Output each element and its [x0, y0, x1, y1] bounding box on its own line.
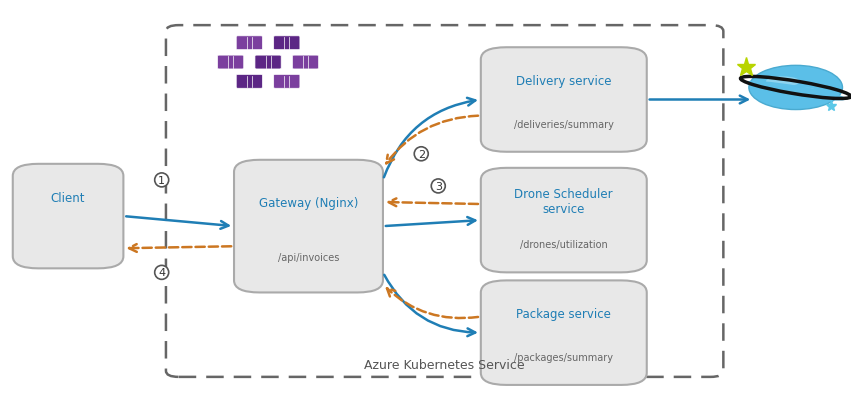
- Circle shape: [749, 66, 842, 110]
- FancyBboxPatch shape: [218, 56, 243, 70]
- Ellipse shape: [766, 77, 800, 87]
- Text: Azure Kubernetes Service: Azure Kubernetes Service: [364, 358, 525, 371]
- Text: /api/invoices: /api/invoices: [277, 252, 340, 262]
- FancyBboxPatch shape: [255, 56, 281, 70]
- Text: Delivery service: Delivery service: [516, 75, 612, 88]
- FancyBboxPatch shape: [481, 168, 647, 273]
- Text: /packages/summary: /packages/summary: [514, 352, 614, 362]
- Text: Drone Scheduler
service: Drone Scheduler service: [515, 188, 613, 216]
- Text: 2: 2: [418, 150, 425, 159]
- Ellipse shape: [745, 81, 847, 101]
- FancyBboxPatch shape: [237, 75, 262, 89]
- FancyBboxPatch shape: [293, 56, 318, 70]
- FancyBboxPatch shape: [234, 160, 383, 293]
- FancyBboxPatch shape: [274, 37, 300, 51]
- Text: Client: Client: [51, 191, 85, 204]
- Text: /drones/utilization: /drones/utilization: [520, 239, 608, 249]
- Text: 3: 3: [435, 182, 442, 191]
- Text: 4: 4: [158, 268, 165, 277]
- Text: 1: 1: [158, 176, 165, 185]
- FancyBboxPatch shape: [481, 48, 647, 152]
- FancyBboxPatch shape: [481, 281, 647, 385]
- Text: /deliveries/summary: /deliveries/summary: [514, 119, 614, 129]
- FancyBboxPatch shape: [13, 164, 123, 269]
- Ellipse shape: [791, 88, 817, 96]
- FancyBboxPatch shape: [237, 37, 262, 51]
- FancyBboxPatch shape: [274, 75, 300, 89]
- Text: Gateway (Nginx): Gateway (Nginx): [259, 196, 358, 209]
- Text: Package service: Package service: [517, 308, 611, 320]
